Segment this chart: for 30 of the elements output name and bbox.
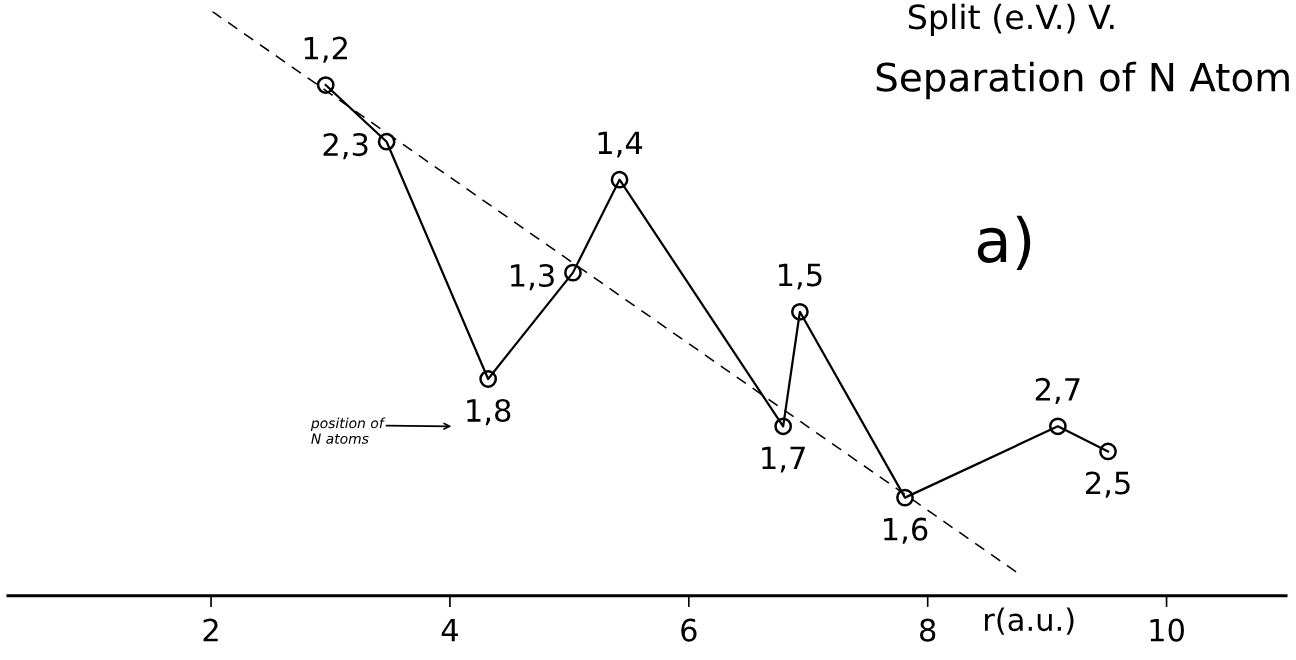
annotation: position of N atoms [310,417,386,444]
annotation: 1,4 [598,131,643,158]
annotation: 2,3 [323,133,368,160]
point [774,417,793,436]
annotation: 1,5 [778,263,822,290]
annotation: 2,5 [1085,471,1130,498]
point [479,370,498,388]
point [1048,417,1067,436]
annotation: 1,8 [467,398,511,426]
annotation: 1,3 [511,263,554,291]
annotation: 1,6 [884,517,928,544]
point [1099,442,1117,461]
x-axis-title: r(a.u.) [985,607,1074,635]
point [896,488,914,507]
annotation: 1,7 [762,446,805,473]
chart-title: Split (e.V.) V. [908,3,1114,36]
x-tick-label: 8 [920,618,936,642]
point [790,302,809,321]
x-tick-label: 10 [1150,618,1184,642]
annotation: a) [977,215,1031,271]
point [564,263,582,282]
point [610,170,629,189]
point [377,132,396,151]
x-tick-label: 6 [681,618,697,642]
point [316,76,335,94]
annotation: 1,2 [304,36,347,63]
x-tick-label: 2 [203,618,218,642]
text: Separation of N Atom [876,61,1289,100]
annotation: 2,7 [1035,377,1080,405]
x-tick-label: 4 [441,618,458,642]
